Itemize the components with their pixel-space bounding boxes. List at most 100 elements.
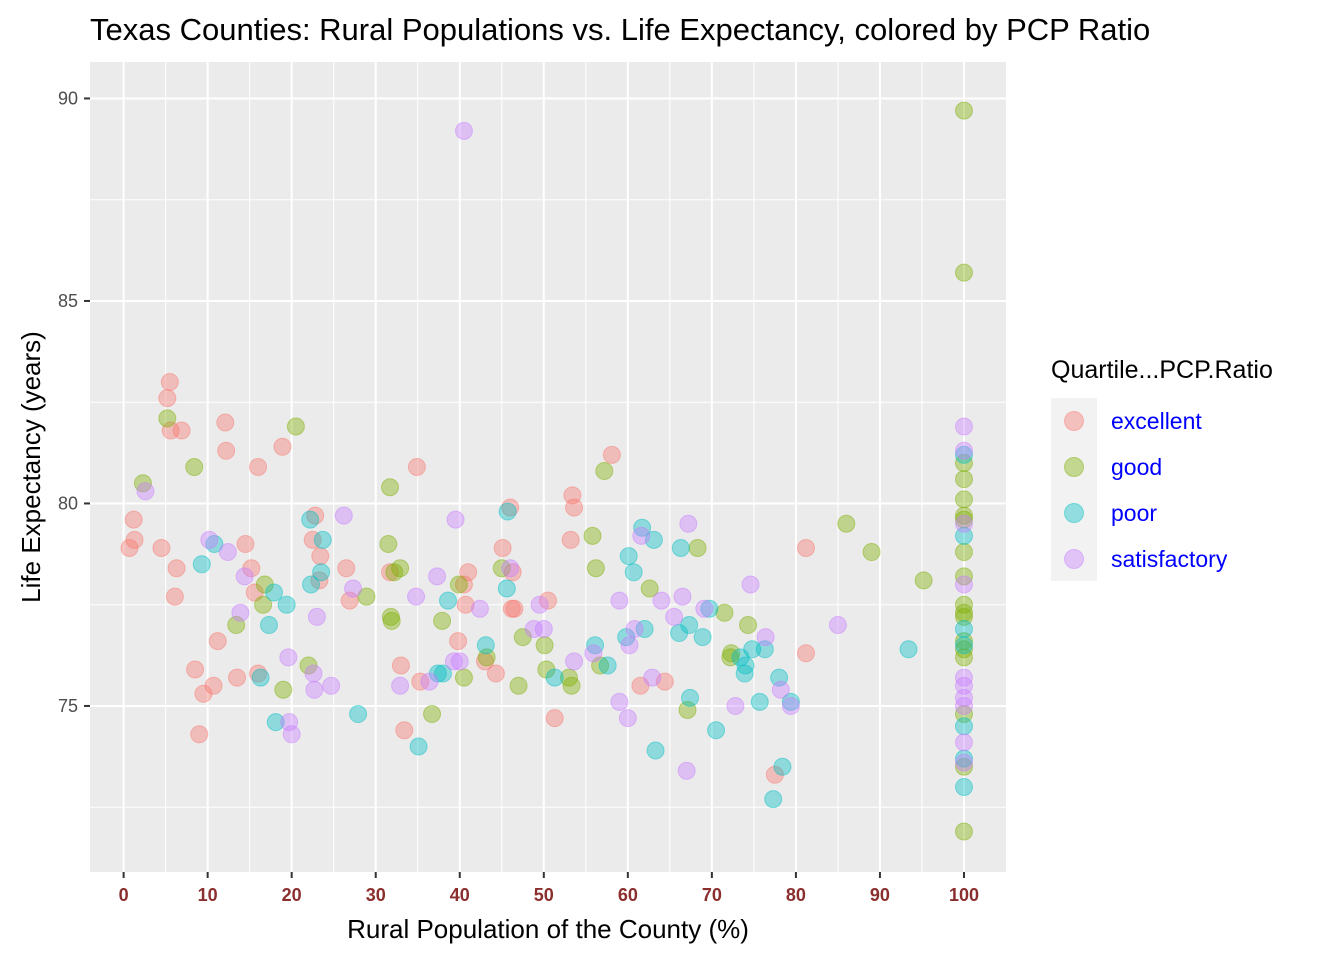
data-point <box>610 591 629 610</box>
data-point <box>509 676 528 695</box>
data-point <box>954 777 973 796</box>
data-point <box>205 534 224 553</box>
data-point <box>395 721 414 740</box>
data-point <box>254 595 273 614</box>
data-point <box>584 644 603 663</box>
data-point <box>444 652 463 671</box>
data-point <box>736 656 755 675</box>
data-point <box>160 372 179 391</box>
data-point <box>216 413 235 432</box>
data-point <box>450 652 469 671</box>
x-tick-label: 10 <box>198 885 218 905</box>
data-point <box>192 555 211 574</box>
series-good <box>133 101 973 841</box>
data-point <box>545 709 564 728</box>
chart-title: Texas Counties: Rural Populations vs. Li… <box>90 12 1150 47</box>
data-point <box>695 599 714 618</box>
data-point <box>677 761 696 780</box>
data-point <box>646 741 665 760</box>
data-point <box>954 668 973 687</box>
data-point <box>337 559 356 578</box>
data-point <box>454 575 473 594</box>
data-point <box>334 506 353 525</box>
data-point <box>707 721 726 740</box>
data-point <box>617 628 636 647</box>
y-tick-label: 75 <box>58 696 78 716</box>
data-point <box>665 607 684 626</box>
series-poor <box>192 445 973 809</box>
data-point <box>477 648 496 667</box>
data-point <box>133 474 152 493</box>
data-point <box>534 620 553 638</box>
data-point <box>954 526 973 545</box>
data-point <box>349 705 368 724</box>
data-point <box>524 620 543 638</box>
data-point <box>245 583 264 602</box>
data-point <box>385 563 404 582</box>
data-point <box>200 530 219 549</box>
legend-label: good <box>1111 454 1162 480</box>
data-point <box>562 676 581 695</box>
data-point <box>586 559 605 578</box>
data-point <box>486 664 505 683</box>
data-point <box>678 701 697 719</box>
data-point <box>781 692 800 711</box>
y-axis-title: Life Expectancy (years) <box>16 331 46 603</box>
data-point <box>954 417 973 436</box>
x-tick-label: 90 <box>870 885 890 905</box>
data-point <box>673 587 692 606</box>
data-point <box>456 595 475 614</box>
data-point <box>741 575 760 594</box>
x-tick-label: 60 <box>618 885 638 905</box>
data-point <box>545 668 564 687</box>
data-point <box>954 636 973 655</box>
data-point <box>280 713 299 732</box>
data-point <box>411 672 430 691</box>
data-point <box>433 611 452 630</box>
data-point <box>633 518 652 537</box>
data-point <box>279 648 298 667</box>
data-point <box>357 587 376 606</box>
x-axis: 0 10 20 30 40 50 60 70 80 90 100 <box>119 872 979 905</box>
data-point <box>449 575 468 594</box>
data-point <box>539 591 557 610</box>
data-point <box>954 445 973 464</box>
data-point <box>167 559 186 578</box>
x-axis-title: Rural Population of the County (%) <box>347 914 749 944</box>
data-point <box>954 676 973 695</box>
data-point <box>307 607 326 626</box>
data-point <box>312 563 331 582</box>
x-tick-label: 100 <box>949 885 979 905</box>
data-point <box>459 563 478 582</box>
data-point <box>755 640 774 659</box>
data-point <box>598 656 617 675</box>
legend-swatch <box>1064 503 1084 523</box>
series-excellent <box>120 372 815 784</box>
data-point <box>185 458 204 476</box>
data-point <box>433 664 452 683</box>
data-point <box>954 490 973 509</box>
data-point <box>595 462 614 481</box>
data-point <box>655 672 674 691</box>
data-point <box>446 510 465 529</box>
data-point <box>227 615 246 634</box>
data-point <box>217 441 236 460</box>
data-point <box>274 680 293 699</box>
data-point <box>750 692 769 711</box>
data-point <box>305 680 324 699</box>
data-point <box>391 559 410 578</box>
data-point <box>249 664 268 683</box>
data-point <box>899 640 918 659</box>
data-point <box>640 579 659 598</box>
data-point <box>563 486 582 505</box>
x-tick-label: 30 <box>366 885 386 905</box>
data-point <box>796 644 815 663</box>
data-point <box>954 506 973 525</box>
data-point <box>610 692 629 711</box>
data-point <box>954 688 973 707</box>
data-point <box>586 636 605 655</box>
data-point <box>497 579 516 598</box>
data-point <box>954 648 973 667</box>
plot-panel <box>90 62 1006 872</box>
